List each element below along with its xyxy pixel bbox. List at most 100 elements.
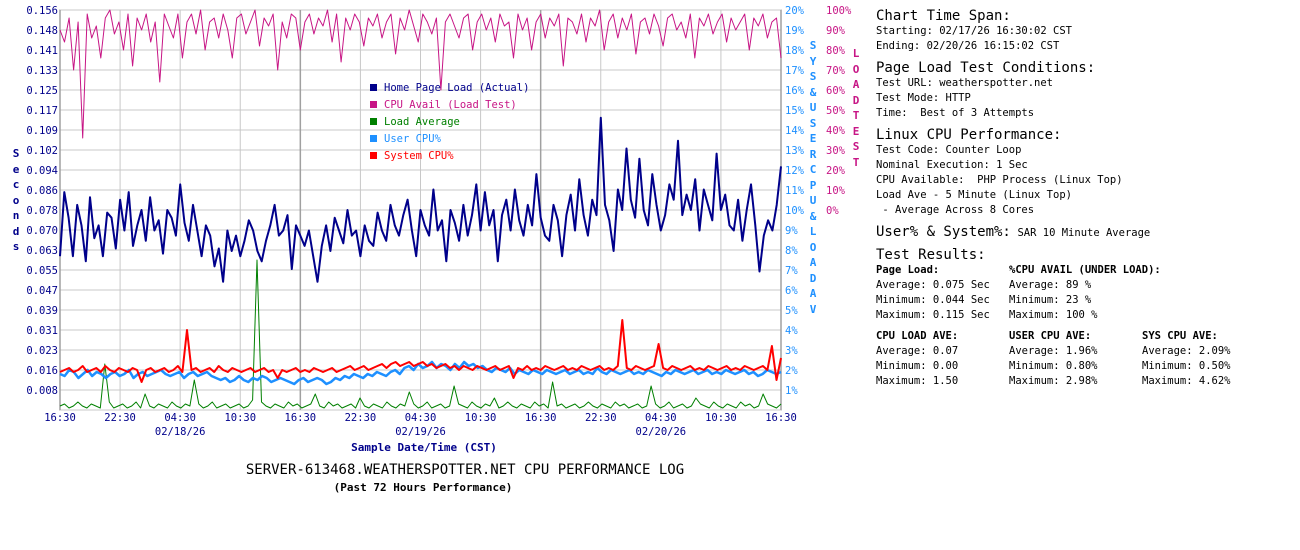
y2-tick-label: 9% — [785, 225, 798, 237]
y-tick-label: 0.133 — [26, 65, 58, 77]
y-tick-label: 0.086 — [26, 185, 58, 197]
test-url: Test URL: weatherspotter.net — [876, 77, 1054, 89]
y-axis-label: Seconds — [12, 147, 20, 253]
y3-axis-ticks: 100% 90% 80% 70% 60% 50% 40% 30% 20% 10% 0% — [826, 5, 852, 217]
cpu-avail-head: %CPU AVAIL (UNDER LOAD): — [1009, 264, 1161, 276]
series-line-user-cpu — [59, 360, 782, 386]
series-line-home-page-load-actual — [59, 116, 782, 283]
cpu-avail-max: Maximum: 100 % — [1009, 309, 1098, 321]
y-tick-label: 0.141 — [26, 45, 58, 57]
chart-legend: Home Page Load (Actual) CPU Avail (Load T… — [370, 82, 529, 162]
y2-axis-ticks: 20% 19% 18% 17% 16% 15% 14% 13% 12% 11% 10% 9% 8% 7% 6… — [785, 5, 805, 397]
x-tick-label: 10:30 — [224, 412, 256, 424]
time-span-heading: Chart Time Span: — [876, 8, 1011, 24]
x-axis-ticks: 16:30 22:30 04:30 10:30 16:30 22:30 04:30 10:30… — [44, 412, 797, 438]
x-tick-label: 04:30 — [164, 412, 196, 424]
y2-tick-label: 8% — [785, 245, 798, 257]
y2-tick-label: 5% — [785, 305, 798, 317]
legend-swatch — [370, 135, 377, 142]
y-tick-label: 0.055 — [26, 265, 58, 277]
y3-tick-label: 80% — [826, 45, 846, 57]
date-label: 02/18/26 — [155, 426, 206, 438]
y-tick-label: 0.031 — [26, 325, 58, 337]
cpu-avail-stats: %CPU AVAIL (UNDER LOAD): Average: 89 % M… — [1009, 263, 1209, 323]
cpu-load-max: Maximum: 1.50 — [876, 375, 959, 387]
series-line-system-cpu — [59, 319, 782, 383]
y2-tick-label: 18% — [785, 45, 805, 57]
y3-tick-label: 50% — [826, 105, 846, 117]
y3-tick-label: 70% — [826, 65, 846, 77]
user-cpu-avg: Average: 1.96% — [1009, 345, 1098, 357]
y2-tick-label: 16% — [785, 85, 805, 97]
cpu-available: CPU Available: PHP Process (Linux Top) — [876, 174, 1123, 186]
legend-label: System CPU% — [384, 150, 454, 162]
cpu-load-avg: Average: 0.07 — [876, 345, 959, 357]
chart-grid — [59, 9, 782, 411]
linux-section: Linux CPU Performance: Test Code: Counte… — [876, 127, 1296, 218]
chart-title: SERVER-613468.WEATHERSPOTTER.NET CPU PER… — [245, 462, 685, 478]
page-load-min: Minimum: 0.044 Sec — [876, 294, 990, 306]
x-tick-label: 16:30 — [285, 412, 317, 424]
page-load-max: Maximum: 0.115 Sec — [876, 309, 990, 321]
y3-tick-label: 30% — [826, 145, 846, 157]
y3-tick-label: 60% — [826, 85, 846, 97]
x-tick-label: 16:30 — [765, 412, 797, 424]
y-tick-label: 0.109 — [26, 125, 58, 137]
test-code: Test Code: Counter Loop — [876, 144, 1022, 156]
series-lines — [59, 9, 782, 409]
y-axis-ticks: 0.156 0.148 0.141 0.133 0.125 0.117 0.109 0.102… — [26, 5, 58, 397]
y2-tick-label: 11% — [785, 185, 805, 197]
y2-tick-label: 10% — [785, 205, 805, 217]
y2-tick-label: 6% — [785, 285, 798, 297]
x-tick-label: 22:30 — [345, 412, 377, 424]
x-tick-label: 04:30 — [645, 412, 677, 424]
x-tick-label: 10:30 — [705, 412, 737, 424]
series-line-load-average — [59, 259, 782, 409]
x-tick-label: 16:30 — [44, 412, 76, 424]
x-axis-label: Sample Date/Time (CST) — [351, 441, 497, 454]
y-tick-label: 0.117 — [26, 105, 58, 117]
y3-tick-label: 100% — [826, 5, 852, 17]
nominal-execution: Nominal Execution: 1 Sec — [876, 159, 1028, 171]
test-mode: Test Mode: HTTP — [876, 92, 971, 104]
sys-cpu-min: Minimum: 0.50% — [1142, 360, 1231, 372]
y2-tick-label: 1% — [785, 385, 798, 397]
legend-swatch — [370, 118, 377, 125]
cpu-load-min: Minimum: 0.00 — [876, 360, 959, 372]
sys-cpu-max: Maximum: 4.62% — [1142, 375, 1231, 387]
cpu-avail-avg: Average: 89 % — [1009, 279, 1092, 291]
across-cores: - Average Across 8 Cores — [876, 204, 1035, 216]
y-tick-label: 0.125 — [26, 85, 58, 97]
user-cpu-stats: USER CPU AVE: Average: 1.96% Minimum: 0.… — [1009, 329, 1142, 389]
legend-label: User CPU% — [384, 133, 442, 145]
time-span-end: Ending: 02/20/26 16:15:02 CST — [876, 40, 1060, 52]
y2-tick-label: 19% — [785, 25, 805, 37]
legend-label: CPU Avail (Load Test) — [384, 99, 517, 111]
x-tick-label: 22:30 — [104, 412, 136, 424]
x-tick-label: 10:30 — [465, 412, 497, 424]
y-tick-label: 0.063 — [26, 245, 58, 257]
page-load-stats: Page Load: Average: 0.075 Sec Minimum: 0… — [876, 263, 1009, 323]
y2-tick-label: 12% — [785, 165, 805, 177]
date-label: 02/19/26 — [395, 426, 446, 438]
info-panel: Chart Time Span: Starting: 02/17/26 16:3… — [876, 8, 1296, 395]
usersys-detail: SAR 10 Minute Average — [1017, 227, 1151, 239]
linux-heading: Linux CPU Performance: — [876, 127, 1062, 143]
y3-tick-label: 40% — [826, 125, 846, 137]
y2-tick-label: 3% — [785, 345, 798, 357]
y3-tick-label: 20% — [826, 165, 846, 177]
y-tick-label: 0.156 — [26, 5, 58, 17]
y2-tick-label: 7% — [785, 265, 798, 277]
y2-tick-label: 14% — [785, 125, 805, 137]
test-time: Time: Best of 3 Attempts — [876, 107, 1035, 119]
y-tick-label: 0.039 — [26, 305, 58, 317]
y-tick-label: 0.016 — [26, 365, 58, 377]
legend-label: Home Page Load (Actual) — [384, 82, 529, 94]
y2-tick-label: 15% — [785, 105, 805, 117]
time-span-section: Chart Time Span: Starting: 02/17/26 16:3… — [876, 8, 1296, 54]
series-line-cpu-avail-load-test — [59, 9, 782, 139]
y3-axis-label: LOAD TEST — [852, 47, 860, 169]
results-heading: Test Results: — [876, 247, 986, 263]
results-section: Test Results: Page Load: Average: 0.075 … — [876, 247, 1296, 389]
